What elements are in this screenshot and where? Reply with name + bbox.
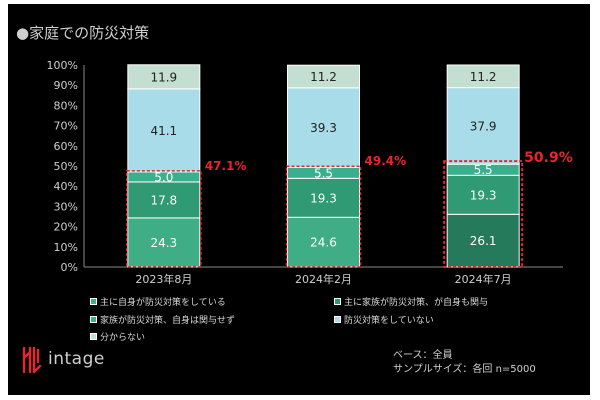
data-label: 24.6 [310,236,337,250]
legend-swatch [334,298,341,305]
footnote-sample-size: サンプルサイズ：各回 n=5000 [393,364,536,375]
highlight-total-label: 49.4% [365,154,407,168]
y-tick-label: 40% [54,180,78,193]
highlight-total-label: 47.1% [205,159,247,173]
intage-logo-icon [22,346,42,374]
y-tick-label: 50% [54,160,78,173]
y-tick-label: 100% [47,59,78,72]
intage-logo-text: intage [48,349,105,369]
y-tick-label: 70% [54,120,78,133]
data-label: 37.9 [470,119,497,133]
y-tick-label: 60% [54,140,78,153]
bar-segment [446,174,520,215]
data-label: 5.0 [154,170,173,184]
x-tick-label: 2024年7月 [455,272,512,286]
legend-item-self-active: 主に自身が防災対策をしている [90,295,226,308]
chart-area: 0% 10% 20% 30% 40% 50% 60% 70% 80% 90% 100% 24.3 17… [47,59,573,286]
y-tick-label: 20% [54,221,78,234]
data-label: 19.3 [470,188,497,202]
bar-segment [287,177,360,218]
data-label: 41.1 [150,124,177,138]
bar-segment [127,217,201,268]
y-tick-label: 30% [54,200,78,213]
legend-label: 防災対策をしていない [344,316,434,326]
data-label: 5.5 [474,163,493,177]
legend-item-unknown: 分からない [90,330,145,343]
legend-label: 主に自身が防災対策をしている [100,298,226,308]
data-label: 11.9 [150,70,177,84]
legend-swatch [90,316,97,323]
legend-swatch [334,316,341,323]
legend-label: 主に家族が防災対策、が自身も関与 [344,298,489,308]
highlight-box [126,170,202,268]
footnote-base: ベース：全員 [393,350,453,361]
bar-segment [446,87,520,165]
legend-label: 分からない [100,333,146,343]
legend-label: 家族が防災対策、自身は関与せず [100,316,236,326]
y-tick-label: 90% [54,79,78,92]
data-label: 39.3 [310,121,337,135]
legend-item-family-self-not: 家族が防災対策、自身は関与せず [90,313,235,326]
bar-segment [446,213,520,268]
data-label: 19.3 [310,191,337,205]
legend-swatch [90,333,97,340]
data-label: 11.2 [310,70,337,84]
legend-item-none: 防災対策をしていない [334,313,434,326]
bar-segment [127,64,201,90]
x-tick-label: 2024年2月 [295,272,352,286]
bar-segment [127,181,201,219]
bar-segment [287,64,360,89]
data-label: 24.3 [150,236,177,250]
legend-item-family-self-involved: 主に家族が防災対策、が自身も関与 [334,295,488,308]
data-label: 5.5 [314,166,333,180]
x-tick-label: 2023年8月 [135,272,192,286]
bar-segment [287,216,360,268]
chart-title: ●家庭での防災対策 [16,24,150,42]
chart-slide: ●家庭での防災対策 0% 10% 20% 30% 40% 50% 60% 70% 80% 90% 1… [8,4,590,395]
highlight-box [285,165,362,268]
highlight-box [443,160,524,269]
data-label: 17.8 [150,193,177,207]
y-tick-label: 0% [61,261,78,274]
y-tick-label: 80% [54,99,78,112]
highlight-total-label: 50.9% [524,150,573,166]
bar-segment [446,64,520,89]
legend-swatch [90,298,97,305]
intage-logo: intage [20,344,105,374]
data-label: 26.1 [470,234,497,248]
bar-segment [127,88,201,173]
data-label: 11.2 [470,70,497,84]
bar-segment [287,87,360,168]
y-tick-label: 10% [54,241,78,254]
